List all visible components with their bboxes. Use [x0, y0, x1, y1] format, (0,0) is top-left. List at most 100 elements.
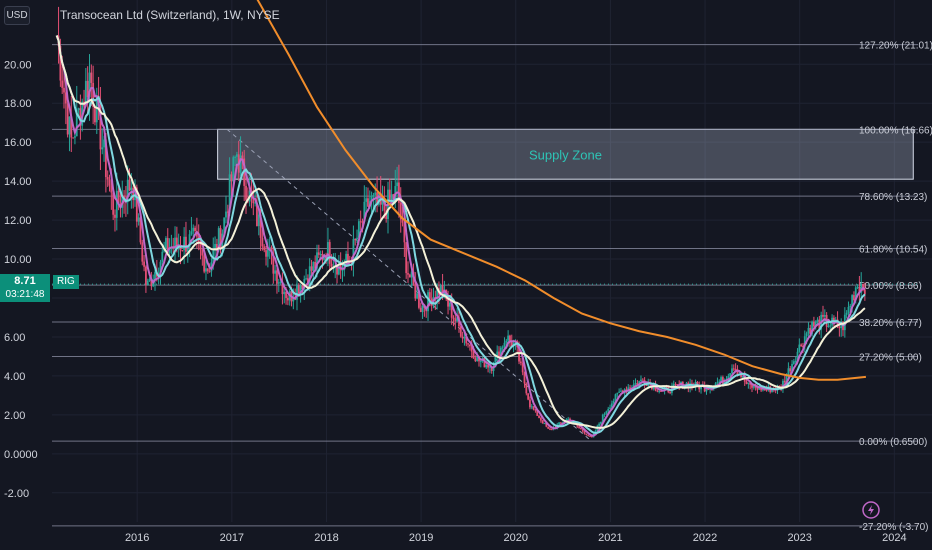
candle-body — [505, 340, 508, 343]
candle-body — [854, 287, 857, 300]
candle-body — [281, 281, 284, 295]
candle-body — [589, 435, 591, 437]
candle-body — [756, 387, 759, 390]
candle-body — [765, 389, 768, 391]
candle-body — [230, 174, 233, 182]
candle-body — [849, 305, 852, 307]
moving-average-short-line — [55, 35, 866, 437]
fib-level-label: 127.20% (21.01) — [859, 41, 932, 52]
candle-body — [279, 281, 282, 283]
candle-body — [490, 366, 493, 371]
candle-body — [361, 221, 364, 223]
candle-body — [108, 179, 111, 186]
candle-body — [175, 237, 178, 247]
candle-body — [270, 247, 273, 253]
y-axis-tick-label: 20.00 — [4, 59, 32, 71]
candle-body — [729, 373, 732, 377]
candle-body — [68, 116, 71, 135]
supply-zone-box — [217, 128, 914, 180]
candle-body — [190, 231, 193, 235]
y-axis-tick-label: -2.00 — [4, 488, 29, 500]
candle-body — [450, 302, 453, 318]
candle-body — [165, 238, 167, 249]
candle-body — [714, 383, 717, 387]
candle-body — [518, 347, 520, 362]
candle-body — [310, 266, 313, 271]
candle-body — [656, 390, 659, 392]
candle-body — [720, 377, 722, 382]
candle-body — [705, 389, 708, 392]
candle-body — [399, 202, 402, 220]
candle-body — [807, 327, 810, 334]
candle-body — [823, 315, 826, 317]
candle-body — [336, 265, 338, 275]
candle-body — [337, 264, 340, 275]
candle-body — [285, 291, 287, 298]
candle-body — [472, 351, 475, 359]
candle-body — [532, 406, 535, 410]
currency-label[interactable]: USD — [4, 6, 30, 25]
candle-body — [225, 211, 227, 218]
candle-body — [212, 250, 215, 263]
candle-body — [587, 434, 590, 436]
candle-body — [145, 266, 147, 285]
candle-body — [567, 418, 570, 420]
candle-body — [95, 95, 98, 123]
candle-body — [721, 377, 724, 384]
y-axis-tick-label: 12.00 — [4, 215, 32, 227]
candle-body — [327, 242, 329, 261]
candle-body — [585, 433, 588, 435]
candle-body — [216, 244, 218, 251]
candle-body — [698, 385, 701, 390]
candle-body — [487, 364, 489, 368]
candle-body — [838, 327, 841, 329]
candle-body — [456, 317, 459, 322]
candle-body — [811, 321, 813, 335]
candle-body — [381, 200, 384, 205]
x-axis-tick-label: 2022 — [693, 532, 717, 544]
candle-body — [208, 271, 211, 273]
candle-body — [232, 157, 235, 182]
candle-body — [410, 271, 413, 278]
candle-body — [79, 108, 82, 126]
candle-body — [521, 363, 524, 373]
candle-body — [126, 179, 129, 203]
candle-body — [716, 382, 719, 384]
candle-body — [609, 407, 611, 409]
candle-body — [357, 221, 360, 238]
candle-body — [139, 217, 142, 243]
candle-body — [443, 289, 446, 298]
candle-body — [372, 194, 375, 197]
candle-body — [299, 285, 302, 294]
candle-body — [436, 288, 439, 300]
x-axis-tick-label: 2018 — [314, 532, 338, 544]
candle-body — [448, 302, 451, 307]
candle-body — [377, 192, 380, 205]
candle-body — [805, 333, 808, 337]
candle-body — [363, 201, 366, 223]
candle-body — [645, 384, 648, 386]
candle-body — [465, 336, 468, 344]
candle-body — [474, 358, 477, 362]
candle-body — [63, 87, 65, 93]
candle-body — [305, 278, 307, 280]
candle-body — [794, 360, 797, 362]
candle-body — [408, 274, 411, 278]
candle-body — [494, 356, 497, 368]
candle-body — [858, 286, 861, 293]
candle-body — [101, 147, 104, 150]
candle-body — [77, 108, 80, 110]
fib-level-label: -27.20% (-3.70) — [859, 522, 928, 533]
candle-body — [223, 217, 226, 234]
candle-body — [186, 247, 189, 252]
candle-body — [135, 187, 138, 222]
candle-body — [785, 375, 788, 383]
candle-body — [618, 391, 621, 393]
candle-body — [467, 343, 469, 345]
candle-body — [330, 263, 333, 267]
fib-level-label: 38.20% (6.77) — [859, 318, 922, 329]
candle-body — [317, 252, 320, 255]
candle-body — [137, 217, 140, 222]
candle-body — [170, 247, 173, 250]
